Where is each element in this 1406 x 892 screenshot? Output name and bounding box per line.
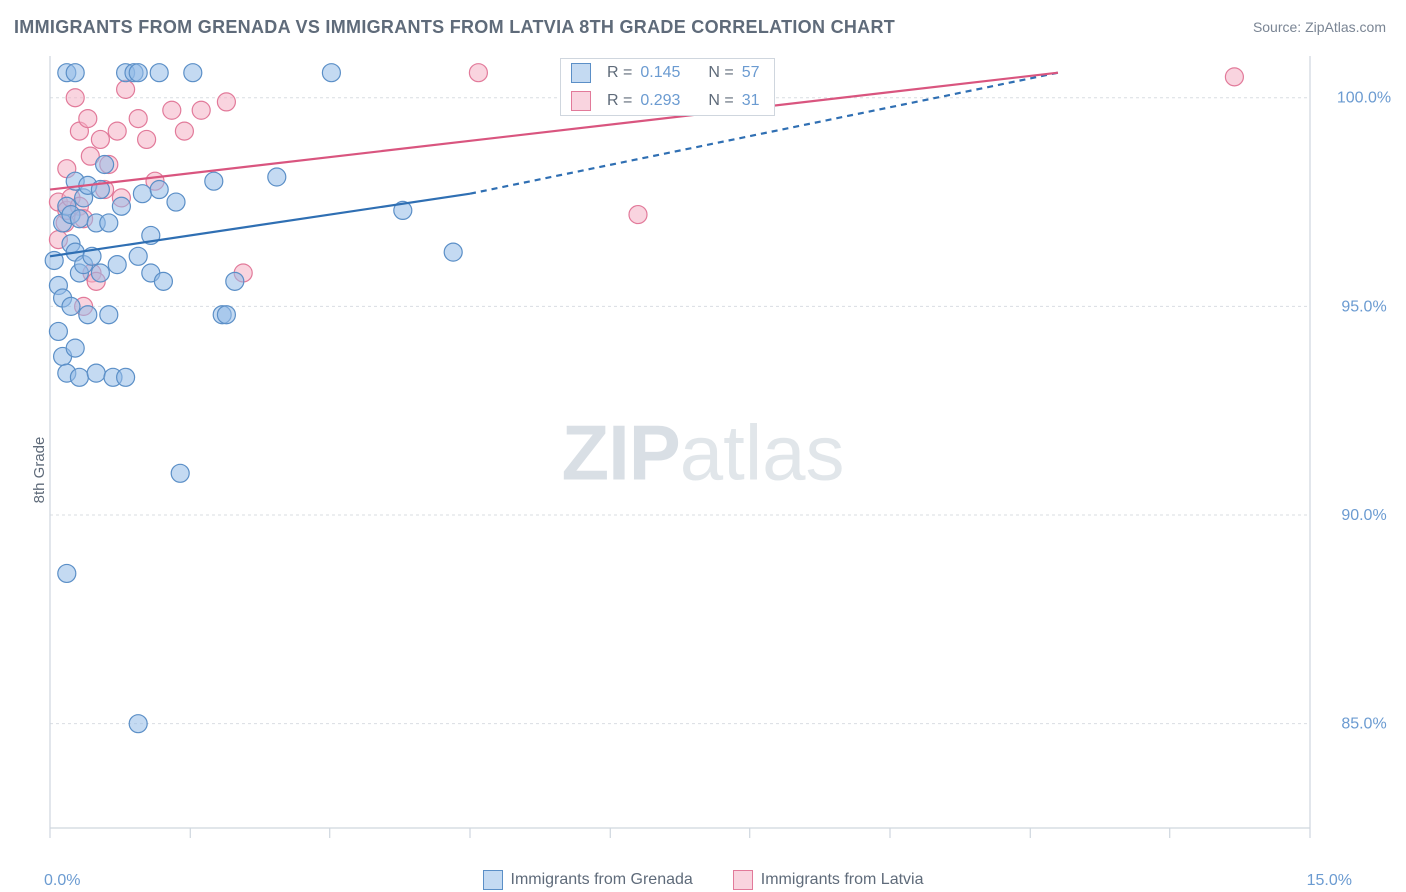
scatter-chart: 85.0% 90.0% 95.0% 100.0% [0, 48, 1406, 860]
chart-container: 8th Grade 85.0%90.0%95.0%100.0% ZIPatlas… [0, 48, 1406, 892]
svg-text:100.0%: 100.0% [1337, 90, 1391, 107]
svg-text:95.0%: 95.0% [1341, 298, 1386, 315]
grenada-swatch-icon [571, 63, 591, 83]
page-title: IMMIGRANTS FROM GRENADA VS IMMIGRANTS FR… [14, 17, 895, 38]
series-legend: Immigrants from Grenada Immigrants from … [0, 870, 1406, 890]
r-value: 0.145 [640, 64, 680, 82]
r-label: R = [607, 64, 632, 82]
legend-item-latvia: Immigrants from Latvia [733, 870, 924, 890]
legend-item-grenada: Immigrants from Grenada [483, 870, 693, 890]
latvia-swatch-icon [571, 91, 591, 111]
n-value: 31 [742, 92, 760, 110]
svg-text:90.0%: 90.0% [1341, 507, 1386, 524]
legend-label: Immigrants from Grenada [511, 871, 693, 888]
n-label: N = [708, 92, 733, 110]
n-value: 57 [742, 64, 760, 82]
source-prefix: Source: [1253, 19, 1305, 35]
chart-source: Source: ZipAtlas.com [1253, 19, 1386, 35]
r-label: R = [607, 92, 632, 110]
r-value: 0.293 [640, 92, 680, 110]
grenada-swatch-icon [483, 870, 503, 890]
source-link[interactable]: ZipAtlas.com [1305, 19, 1386, 35]
correlation-legend: R = 0.145 N = 57 R = 0.293 N = 31 [560, 58, 775, 116]
legend-label: Immigrants from Latvia [761, 871, 924, 888]
y-axis-label: 8th Grade [31, 437, 48, 504]
latvia-swatch-icon [733, 870, 753, 890]
correlation-row-grenada: R = 0.145 N = 57 [561, 59, 774, 87]
svg-text:85.0%: 85.0% [1341, 716, 1386, 733]
n-label: N = [708, 64, 733, 82]
correlation-row-latvia: R = 0.293 N = 31 [561, 87, 774, 115]
